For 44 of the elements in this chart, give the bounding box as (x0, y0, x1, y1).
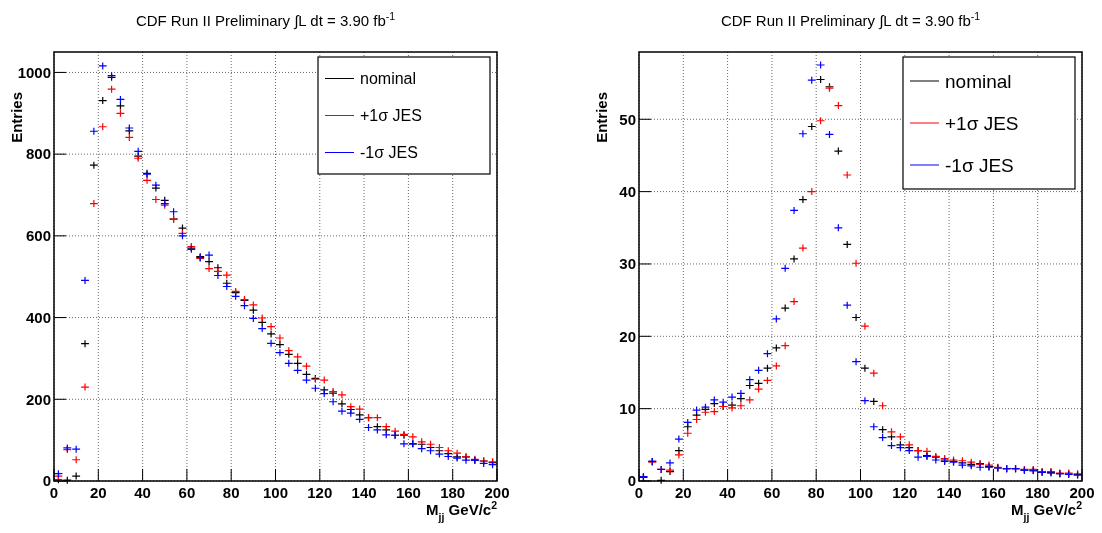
x-tick-label: 140 (936, 484, 962, 501)
x-axis-title: M$_{jj}$ GeV/c$^{2}$ (1011, 499, 1083, 523)
x-tick-label: 60 (178, 484, 196, 501)
x-tick-label: 120 (892, 484, 918, 501)
x-tick-label: 180 (440, 484, 466, 501)
y-axis-title: Entries (593, 92, 610, 143)
x-tick-label: 200 (1069, 484, 1095, 501)
legend-label: -1σ JES (360, 144, 418, 162)
y-tick-label: 30 (619, 255, 636, 273)
legend-label: +1σ JES (945, 112, 1019, 134)
y-tick-label: 200 (25, 390, 51, 408)
x-tick-label: 160 (980, 484, 1006, 501)
x-axis-title: M$_{jj}$ GeV/c$^{2}$ (426, 499, 498, 523)
y-tick-label: 600 (25, 227, 51, 245)
y-tick-label: 20 (619, 327, 636, 345)
x-tick-label: 40 (134, 484, 151, 501)
y-tick-label: 0 (627, 472, 636, 490)
y-tick-label: 50 (619, 110, 636, 128)
y-tick-label: 400 (25, 308, 51, 326)
legend-label: +1σ JES (360, 107, 422, 125)
x-tick-label: 180 (1025, 484, 1051, 501)
chart-title: CDF Run II Preliminary ∫L dt = 3.90 fb$^{-1}$ (720, 10, 981, 30)
y-tick-label: 800 (25, 145, 51, 163)
legend-label: nominal (945, 70, 1012, 92)
y-tick-label: 10 (619, 399, 636, 417)
x-tick-label: 20 (674, 484, 692, 501)
x-tick-label: 200 (484, 484, 510, 501)
x-tick-label: 120 (307, 484, 333, 501)
x-tick-label: 140 (351, 484, 377, 501)
x-tick-label: 20 (89, 484, 107, 501)
chart-title: CDF Run II Preliminary ∫L dt = 3.90 fb$^{-1}$ (135, 10, 396, 30)
x-tick-label: 80 (807, 484, 825, 501)
y-tick-label: 1000 (17, 63, 51, 81)
y-tick-label: 0 (42, 472, 51, 490)
legend-label: nominal (360, 70, 417, 88)
legend-label: -1σ JES (945, 154, 1014, 176)
x-tick-label: 100 (262, 484, 289, 501)
x-tick-label: 80 (222, 484, 240, 501)
y-tick-label: 40 (619, 182, 636, 200)
x-tick-label: 100 (847, 484, 874, 501)
x-tick-label: 160 (395, 484, 421, 501)
y-axis-title: Entries (8, 92, 25, 143)
x-tick-label: 40 (719, 484, 736, 501)
x-tick-label: 60 (763, 484, 781, 501)
